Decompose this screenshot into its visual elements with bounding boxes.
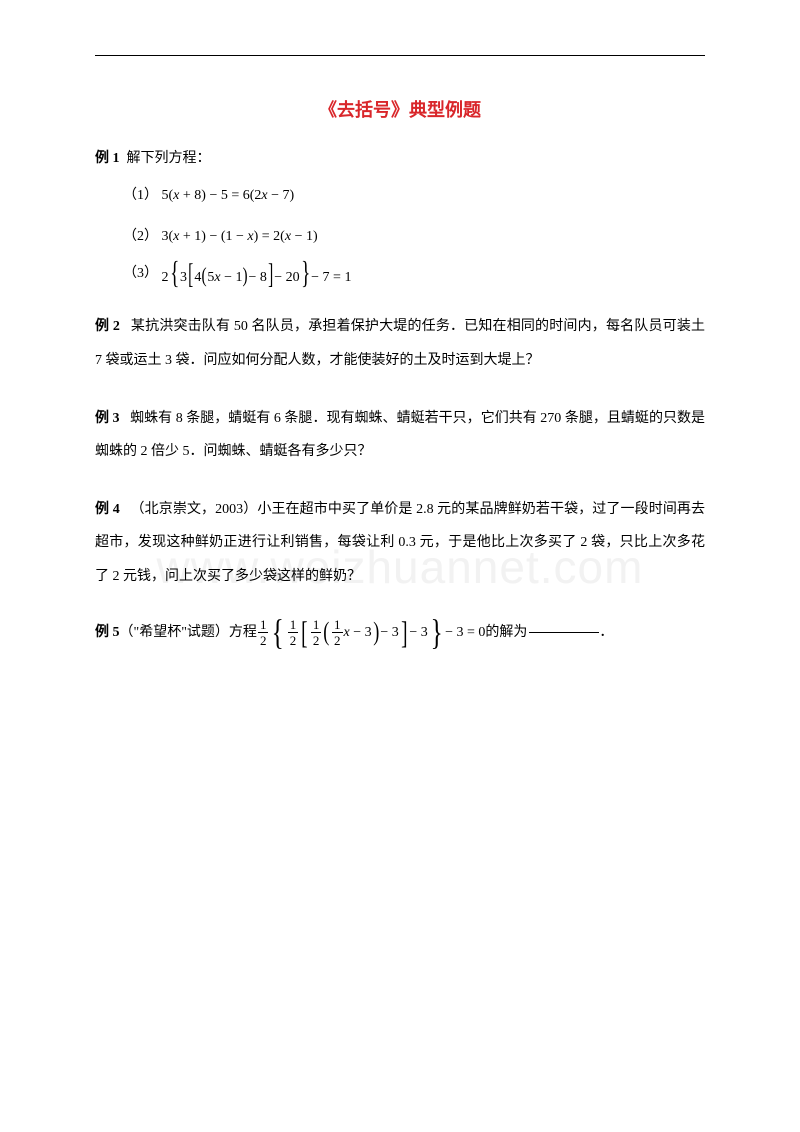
example1-item1: （1） 5(x + 8) − 5 = 6(2x − 7) xyxy=(95,181,705,212)
example5-suffix: 的解为 xyxy=(485,618,527,649)
document-title: 《去括号》典型例题 xyxy=(95,96,705,122)
eq5-m3a: − 3 xyxy=(353,625,371,640)
top-rule xyxy=(95,55,705,56)
eq5-eq0: − 3 = 0 xyxy=(445,625,485,640)
item1-equation: 5(x + 8) − 5 = 6(2x − 7) xyxy=(162,188,295,203)
item3-c2: 4 xyxy=(194,270,201,285)
example1-item2: （2） 3(x + 1) − (1 − x) = 2(x − 1) xyxy=(95,222,705,253)
example4-label: 例 4 xyxy=(95,502,120,517)
example2-block: 例 2 某抗洪突击队有 50 名队员，承担着保护大堤的任务．已知在相同的时间内，… xyxy=(95,310,705,377)
item3-m8: − 8 xyxy=(248,270,266,285)
item1-number: （1） xyxy=(123,188,158,203)
example2-label: 例 2 xyxy=(95,319,120,334)
eq5-m3b: − 3 xyxy=(380,625,398,640)
example3-paragraph: 例 3 蜘蛛有 8 条腿，蜻蜓有 6 条腿．现有蜘蛛、蜻蜓若干只，它们共有 27… xyxy=(95,402,705,469)
example1-text: 解下列方程： xyxy=(127,151,211,166)
item2-equation: 3(x + 1) − (1 − x) = 2(x − 1) xyxy=(162,229,318,244)
example5-label: 例 5 xyxy=(95,618,120,649)
item3-prefix: 2 xyxy=(162,270,169,285)
example4-block: 例 4 （北京崇文，2003）小王在超市中买了单价是 2.8 元的某品牌鲜奶若干… xyxy=(95,493,705,594)
example5-equation: 12{12[12(12x − 3)− 3]− 3}− 3 = 0 xyxy=(257,618,485,649)
example1-label: 例 1 xyxy=(95,151,120,166)
example4-text: （北京崇文，2003）小王在超市中买了单价是 2.8 元的某品牌鲜奶若干袋，过了… xyxy=(95,502,705,584)
item3-suffix: − 7 = 1 xyxy=(311,270,351,285)
example1-heading: 例 1 解下列方程： xyxy=(95,144,705,175)
example3-text: 蜘蛛有 8 条腿，蜻蜓有 6 条腿．现有蜘蛛、蜻蜓若干只，它们共有 270 条腿… xyxy=(95,411,705,460)
example5-period: ． xyxy=(599,618,613,649)
example2-paragraph: 例 2 某抗洪突击队有 50 名队员，承担着保护大堤的任务．已知在相同的时间内，… xyxy=(95,310,705,377)
page-content: 《去括号》典型例题 例 1 解下列方程： （1） 5(x + 8) − 5 = … xyxy=(0,0,800,648)
item2-number: （2） xyxy=(123,229,158,244)
blank-answer-line xyxy=(529,632,599,633)
eq5-var: x xyxy=(344,625,350,640)
example1-item3: （3） 2{3[4(5x − 1)− 8]− 20}− 7 = 1 xyxy=(95,262,705,286)
eq5-m3c: − 3 xyxy=(409,625,427,640)
item3-c1: 3 xyxy=(180,270,187,285)
example4-paragraph: 例 4 （北京崇文，2003）小王在超市中买了单价是 2.8 元的某品牌鲜奶若干… xyxy=(95,493,705,594)
example2-text: 某抗洪突击队有 50 名队员，承担着保护大堤的任务．已知在相同的时间内，每名队员… xyxy=(95,319,705,368)
example3-label: 例 3 xyxy=(95,411,120,426)
item3-number: （3） xyxy=(123,267,158,281)
item3-m20: − 20 xyxy=(274,270,299,285)
item3-equation: 2{3[4(5x − 1)− 8]− 20}− 7 = 1 xyxy=(162,262,352,286)
example3-block: 例 3 蜘蛛有 8 条腿，蜻蜓有 6 条腿．现有蜘蛛、蜻蜓若干只，它们共有 27… xyxy=(95,402,705,469)
example5-prefix: （"希望杯"试题）方程 xyxy=(120,618,257,649)
example5-block: 例 5（"希望杯"试题）方程 12{12[12(12x − 3)− 3]− 3}… xyxy=(95,618,705,649)
